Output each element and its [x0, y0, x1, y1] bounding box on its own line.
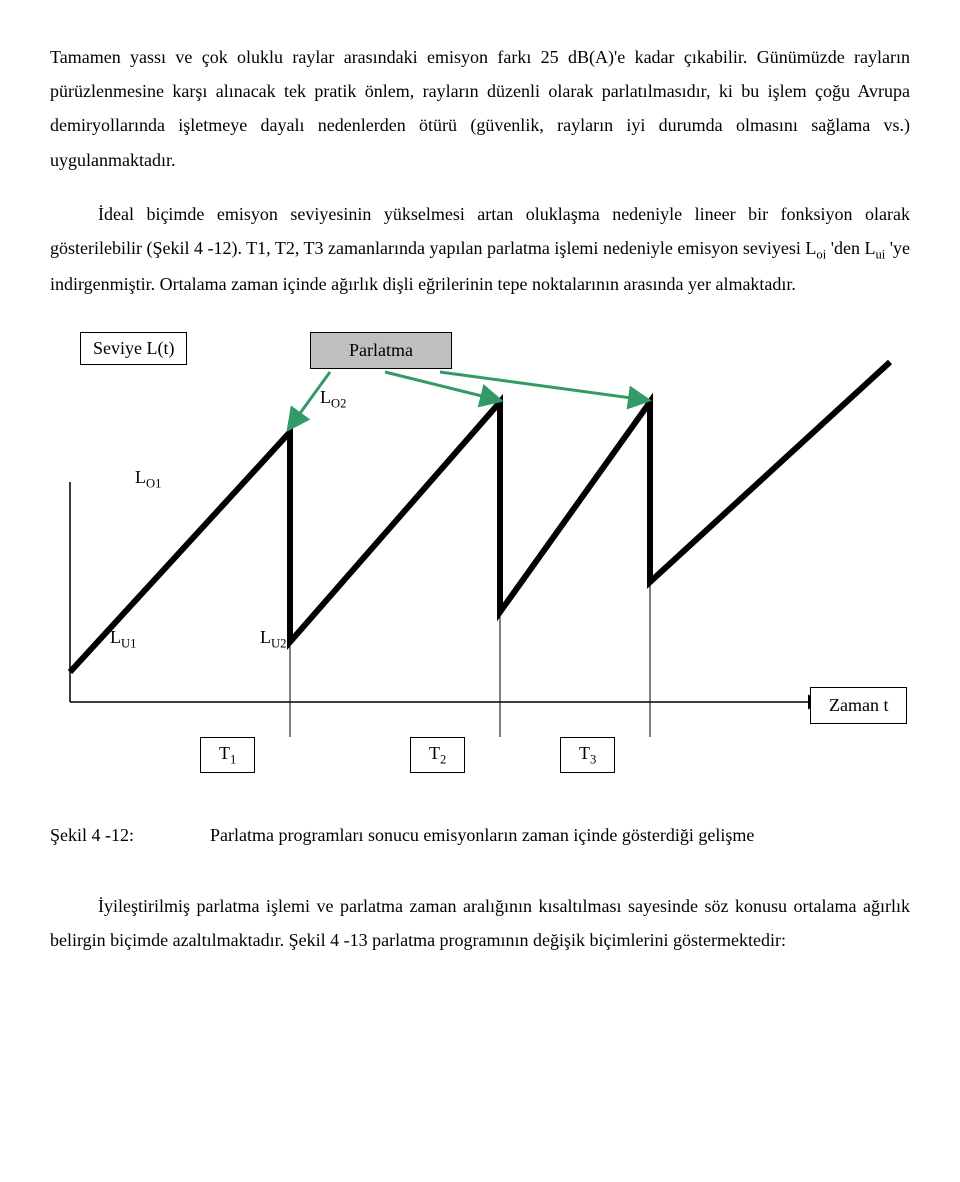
- seviye-label: Seviye L(t): [93, 338, 174, 358]
- label-lo2: LO2: [320, 387, 346, 412]
- zaman-label: Zaman t: [829, 695, 888, 715]
- figure-caption: Şekil 4 -12: Parlatma programları sonucu…: [50, 822, 910, 849]
- para2-sub1: oi: [816, 248, 826, 262]
- paragraph-1: Tamamen yassı ve çok oluklu raylar arası…: [50, 40, 910, 177]
- parlatma-label: Parlatma: [349, 340, 413, 360]
- para1-text: Tamamen yassı ve çok oluklu raylar arası…: [50, 47, 910, 170]
- caption-label: Şekil 4 -12:: [50, 822, 210, 849]
- label-lu2: LU2: [260, 627, 286, 652]
- para2-part-a: İdeal biçimde emisyon seviyesinin yüksel…: [50, 204, 910, 258]
- green-arrow-3: [440, 372, 646, 400]
- para2-sub2: ui: [875, 248, 885, 262]
- label-lu1: LU1: [110, 627, 136, 652]
- t3-box: T3: [560, 737, 615, 773]
- t2-box: T2: [410, 737, 465, 773]
- sawtooth-line: [70, 362, 890, 672]
- sawtooth-figure: Seviye L(t) Parlatma LO2 LO1 LU1 LU2 T1 …: [50, 332, 910, 792]
- zaman-box: Zaman t: [810, 687, 907, 724]
- caption-text: Parlatma programları sonucu emisyonların…: [210, 822, 910, 849]
- paragraph-3: İyileştirilmiş parlatma işlemi ve parlat…: [50, 889, 910, 957]
- seviye-box: Seviye L(t): [80, 332, 187, 365]
- t1-box: T1: [200, 737, 255, 773]
- label-lo1: LO1: [135, 467, 161, 492]
- para3-text: İyileştirilmiş parlatma işlemi ve parlat…: [50, 896, 910, 950]
- paragraph-2: İdeal biçimde emisyon seviyesinin yüksel…: [50, 197, 910, 302]
- parlatma-box: Parlatma: [310, 332, 452, 369]
- para2-part-b: 'den L: [826, 238, 875, 258]
- diagram-svg: [50, 332, 910, 792]
